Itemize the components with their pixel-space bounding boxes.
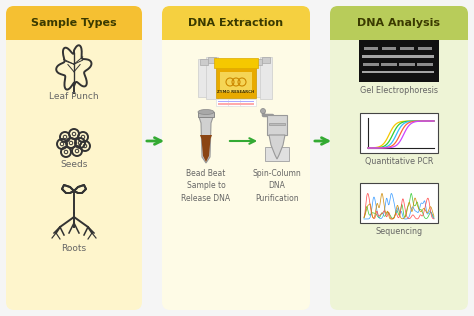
Bar: [265, 147, 289, 161]
Bar: [198, 112, 214, 117]
Bar: [400, 46, 414, 50]
Bar: [228, 99, 244, 106]
Bar: [360, 183, 438, 223]
FancyBboxPatch shape: [162, 6, 310, 40]
Bar: [206, 57, 218, 99]
Bar: [254, 59, 262, 65]
Bar: [418, 46, 432, 50]
Bar: [362, 71, 380, 73]
Bar: [208, 57, 216, 63]
Text: Sequencing: Sequencing: [375, 227, 422, 236]
Bar: [380, 71, 398, 73]
Text: Quantitative PCR: Quantitative PCR: [365, 157, 433, 166]
Bar: [360, 113, 438, 153]
FancyBboxPatch shape: [162, 6, 310, 310]
Ellipse shape: [198, 110, 214, 114]
Bar: [362, 54, 380, 58]
Bar: [218, 103, 230, 105]
Bar: [267, 115, 287, 135]
Bar: [252, 59, 264, 97]
Text: Sample Types: Sample Types: [31, 18, 117, 28]
Polygon shape: [62, 185, 74, 193]
Bar: [6, 23, 142, 40]
Circle shape: [261, 108, 265, 113]
Bar: [330, 23, 468, 40]
Bar: [220, 72, 252, 92]
Bar: [417, 63, 433, 65]
Polygon shape: [200, 135, 212, 162]
Bar: [364, 46, 378, 50]
Bar: [381, 63, 397, 65]
Bar: [382, 46, 396, 50]
FancyBboxPatch shape: [6, 6, 142, 310]
Text: Seeds: Seeds: [60, 160, 88, 169]
Bar: [216, 99, 232, 106]
Bar: [398, 54, 416, 58]
Polygon shape: [74, 185, 86, 193]
Bar: [416, 54, 434, 58]
Bar: [399, 63, 415, 65]
Text: ZYMO RESEARCH: ZYMO RESEARCH: [218, 90, 255, 94]
Bar: [363, 63, 379, 65]
Text: DNA Analysis: DNA Analysis: [357, 18, 440, 28]
FancyBboxPatch shape: [6, 6, 142, 40]
Text: Spin-Column
DNA
Purification: Spin-Column DNA Purification: [253, 169, 301, 203]
Bar: [416, 71, 434, 73]
Bar: [214, 58, 258, 68]
Bar: [218, 101, 230, 102]
Bar: [380, 54, 398, 58]
Bar: [398, 71, 416, 73]
Bar: [230, 103, 242, 105]
Polygon shape: [269, 135, 285, 159]
Polygon shape: [199, 117, 213, 163]
Text: DNA Extraction: DNA Extraction: [189, 18, 283, 28]
Text: Gel Electrophoresis: Gel Electrophoresis: [360, 86, 438, 95]
FancyBboxPatch shape: [330, 6, 468, 40]
Bar: [242, 101, 254, 102]
Bar: [242, 103, 254, 105]
Text: Roots: Roots: [62, 244, 87, 253]
Bar: [262, 57, 270, 63]
Bar: [269, 123, 285, 125]
Bar: [260, 57, 272, 99]
Bar: [216, 66, 256, 98]
Text: Leaf Punch: Leaf Punch: [49, 92, 99, 101]
Bar: [200, 59, 208, 65]
Bar: [198, 59, 210, 97]
Bar: [230, 101, 242, 102]
Bar: [162, 23, 310, 40]
Bar: [240, 99, 256, 106]
Bar: [359, 40, 439, 82]
FancyBboxPatch shape: [330, 6, 468, 310]
Text: Bead Beat
Sample to
Release DNA: Bead Beat Sample to Release DNA: [182, 169, 230, 203]
